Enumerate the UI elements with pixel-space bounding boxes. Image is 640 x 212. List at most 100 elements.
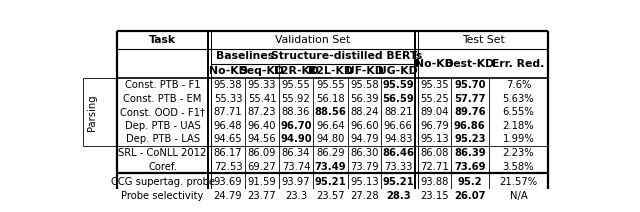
Text: 94.79: 94.79 [350, 134, 379, 144]
Text: 21.57%: 21.57% [499, 177, 538, 187]
Text: Task: Task [149, 35, 176, 45]
Text: Dep. PTB - LAS: Dep. PTB - LAS [125, 134, 200, 144]
Text: 88.56: 88.56 [314, 107, 346, 117]
Text: 1.99%: 1.99% [502, 134, 534, 144]
Text: Const. OOD - F1†: Const. OOD - F1† [120, 107, 205, 117]
Text: 72.53: 72.53 [214, 162, 243, 172]
Text: 7.6%: 7.6% [506, 80, 531, 90]
Text: 56.18: 56.18 [316, 94, 345, 104]
Text: 86.09: 86.09 [248, 148, 276, 158]
Text: 87.71: 87.71 [214, 107, 243, 117]
Text: 73.74: 73.74 [282, 162, 310, 172]
Text: 96.64: 96.64 [316, 121, 345, 131]
Text: 73.33: 73.33 [384, 162, 412, 172]
Text: 26.07: 26.07 [454, 191, 486, 201]
Text: 86.34: 86.34 [282, 148, 310, 158]
Text: 86.46: 86.46 [382, 148, 414, 158]
Text: 96.70: 96.70 [280, 121, 312, 131]
Text: 95.59: 95.59 [382, 80, 414, 90]
Text: 96.86: 96.86 [454, 121, 486, 131]
Text: 86.08: 86.08 [420, 148, 449, 158]
Text: 95.35: 95.35 [420, 80, 449, 90]
Text: SRL - CoNLL 2012: SRL - CoNLL 2012 [118, 148, 207, 158]
Text: 6.55%: 6.55% [502, 107, 534, 117]
Text: 55.92: 55.92 [282, 94, 310, 104]
Text: 55.25: 55.25 [420, 94, 449, 104]
Text: No-KD: No-KD [209, 66, 248, 76]
Text: 96.79: 96.79 [420, 121, 449, 131]
Text: 89.04: 89.04 [420, 107, 449, 117]
Text: 86.17: 86.17 [214, 148, 243, 158]
Text: 23.15: 23.15 [420, 191, 449, 201]
Text: 28.3: 28.3 [386, 191, 410, 201]
Text: 24.79: 24.79 [214, 191, 243, 201]
Text: 23.3: 23.3 [285, 191, 307, 201]
Text: 93.97: 93.97 [282, 177, 310, 187]
Text: 91.59: 91.59 [248, 177, 276, 187]
Text: 55.41: 55.41 [248, 94, 276, 104]
Text: 57.77: 57.77 [454, 94, 486, 104]
Text: R2L-KD: R2L-KD [308, 66, 353, 76]
Text: 73.49: 73.49 [315, 162, 346, 172]
Text: 93.88: 93.88 [420, 177, 449, 187]
Text: 96.60: 96.60 [350, 121, 379, 131]
Text: CCG supertag. probe: CCG supertag. probe [111, 177, 214, 187]
Text: No-KD: No-KD [415, 59, 454, 69]
Text: 3.58%: 3.58% [502, 162, 534, 172]
Text: 69.27: 69.27 [248, 162, 276, 172]
Text: Probe selectivity: Probe selectivity [122, 191, 204, 201]
Text: 23.77: 23.77 [248, 191, 276, 201]
Text: 95.21: 95.21 [382, 177, 414, 187]
Text: 95.33: 95.33 [248, 80, 276, 90]
Text: 95.55: 95.55 [282, 80, 310, 90]
Text: Coref.: Coref. [148, 162, 177, 172]
Text: Parsing: Parsing [87, 94, 97, 131]
Text: 86.39: 86.39 [454, 148, 486, 158]
Text: 95.58: 95.58 [350, 80, 379, 90]
Text: Best-KD: Best-KD [445, 59, 495, 69]
Text: 96.40: 96.40 [248, 121, 276, 131]
Text: Const. PTB - F1: Const. PTB - F1 [125, 80, 200, 90]
Text: Test Set: Test Set [462, 35, 504, 45]
Text: 56.39: 56.39 [350, 94, 379, 104]
Text: Structure-distilled BERTs: Structure-distilled BERTs [271, 52, 423, 61]
Text: 87.23: 87.23 [248, 107, 276, 117]
Text: 95.13: 95.13 [420, 134, 449, 144]
Text: 95.2: 95.2 [458, 177, 482, 187]
Text: 94.65: 94.65 [214, 134, 243, 144]
Text: 2.23%: 2.23% [502, 148, 534, 158]
Text: 95.23: 95.23 [454, 134, 486, 144]
Text: 93.69: 93.69 [214, 177, 243, 187]
Text: 95.13: 95.13 [350, 177, 379, 187]
Text: 89.76: 89.76 [454, 107, 486, 117]
Text: 55.33: 55.33 [214, 94, 243, 104]
Text: UF-KD: UF-KD [346, 66, 383, 76]
Text: 96.66: 96.66 [384, 121, 413, 131]
Text: UG-KD: UG-KD [378, 66, 418, 76]
Text: 5.63%: 5.63% [502, 94, 534, 104]
Text: 2.18%: 2.18% [502, 121, 534, 131]
Text: 95.38: 95.38 [214, 80, 243, 90]
Text: Const. PTB - EM: Const. PTB - EM [124, 94, 202, 104]
Text: Seq-KD: Seq-KD [239, 66, 285, 76]
Text: 94.80: 94.80 [316, 134, 345, 144]
Text: 95.55: 95.55 [316, 80, 345, 90]
Text: 56.59: 56.59 [382, 94, 414, 104]
Text: Baselines: Baselines [216, 52, 274, 61]
Text: Dep. PTB - UAS: Dep. PTB - UAS [125, 121, 200, 131]
Text: 88.21: 88.21 [384, 107, 412, 117]
Text: Validation Set: Validation Set [275, 35, 351, 45]
Text: 73.79: 73.79 [350, 162, 379, 172]
Text: L2R-KD: L2R-KD [273, 66, 319, 76]
Text: 27.28: 27.28 [350, 191, 379, 201]
Text: 94.56: 94.56 [248, 134, 276, 144]
Text: N/A: N/A [509, 191, 527, 201]
Text: 94.83: 94.83 [384, 134, 412, 144]
Text: 72.71: 72.71 [420, 162, 449, 172]
Text: Err. Red.: Err. Red. [492, 59, 545, 69]
Text: 73.69: 73.69 [454, 162, 486, 172]
Text: 86.29: 86.29 [316, 148, 345, 158]
Text: 95.70: 95.70 [454, 80, 486, 90]
Text: 88.36: 88.36 [282, 107, 310, 117]
Text: 94.90: 94.90 [280, 134, 312, 144]
